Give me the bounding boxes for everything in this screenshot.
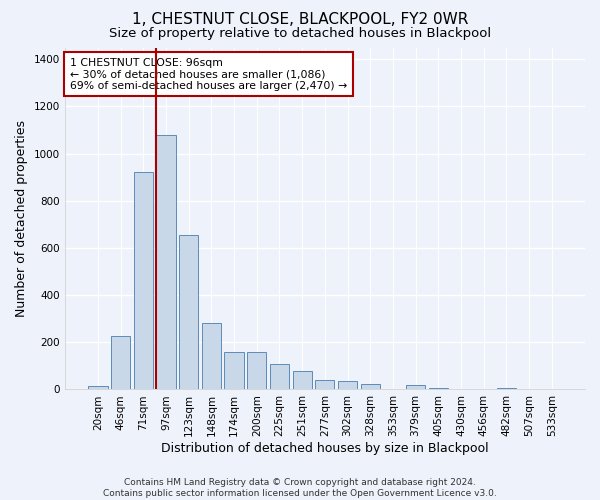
Bar bbox=[202, 324, 221, 390]
Y-axis label: Number of detached properties: Number of detached properties bbox=[15, 120, 28, 317]
Bar bbox=[428, 388, 448, 390]
Bar bbox=[338, 381, 357, 390]
Bar bbox=[111, 336, 130, 390]
Bar bbox=[315, 380, 334, 390]
Bar bbox=[224, 352, 244, 390]
Text: 1 CHESTNUT CLOSE: 96sqm
← 30% of detached houses are smaller (1,086)
69% of semi: 1 CHESTNUT CLOSE: 96sqm ← 30% of detache… bbox=[70, 58, 347, 91]
Text: Contains HM Land Registry data © Crown copyright and database right 2024.
Contai: Contains HM Land Registry data © Crown c… bbox=[103, 478, 497, 498]
Bar bbox=[361, 384, 380, 390]
X-axis label: Distribution of detached houses by size in Blackpool: Distribution of detached houses by size … bbox=[161, 442, 488, 455]
Bar bbox=[247, 352, 266, 390]
Text: 1, CHESTNUT CLOSE, BLACKPOOL, FY2 0WR: 1, CHESTNUT CLOSE, BLACKPOOL, FY2 0WR bbox=[132, 12, 468, 28]
Bar bbox=[406, 385, 425, 390]
Bar bbox=[293, 371, 312, 390]
Bar bbox=[497, 388, 516, 390]
Bar bbox=[270, 364, 289, 390]
Bar bbox=[157, 135, 176, 390]
Text: Size of property relative to detached houses in Blackpool: Size of property relative to detached ho… bbox=[109, 28, 491, 40]
Bar bbox=[179, 235, 199, 390]
Bar bbox=[134, 172, 153, 390]
Bar bbox=[88, 386, 107, 390]
